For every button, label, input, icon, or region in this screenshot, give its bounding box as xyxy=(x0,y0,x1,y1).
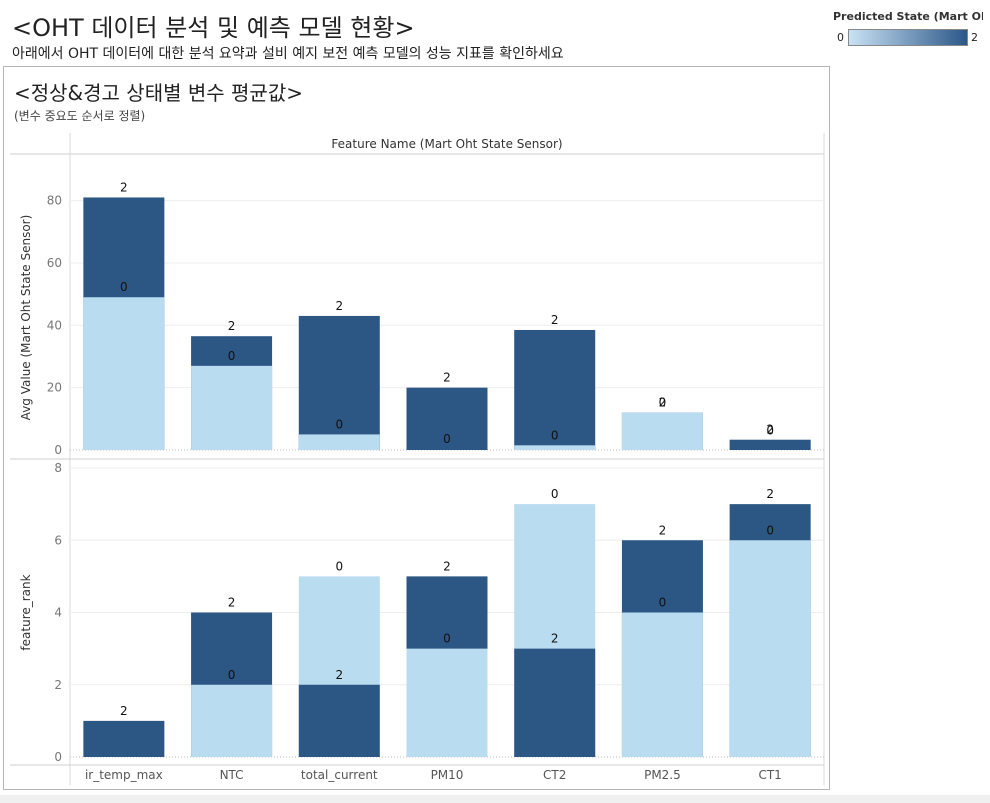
legend-title: Predicted State (Mart Oh.. xyxy=(833,10,983,23)
bar-chart: Feature Name (Mart Oht State Sensor)0204… xyxy=(10,133,825,785)
y-tick-label: 2 xyxy=(54,678,62,692)
data-label-state-0: 0 xyxy=(551,428,559,442)
data-label-state-0: 0 xyxy=(335,417,343,431)
data-label-state-2: 2 xyxy=(766,423,774,437)
page-subtitle: 아래에서 OHT 데이터에 대한 분석 요약과 설비 예지 보전 예측 모델의 … xyxy=(12,46,564,62)
data-label-state-0: 0 xyxy=(228,668,236,682)
data-label-state-0: 0 xyxy=(766,523,774,537)
data-label-state-0: 0 xyxy=(335,559,343,573)
x-tick-label: total_current xyxy=(301,768,378,782)
bar-ct2-state-2 xyxy=(514,648,596,757)
panel-title: <정상&경고 상태별 변수 평균값> xyxy=(14,81,303,105)
panel-subtitle: (변수 중요도 순서로 정렬) xyxy=(14,109,146,123)
y-tick-label: 8 xyxy=(54,461,62,475)
x-tick-label: ir_temp_max xyxy=(85,768,163,782)
y-axis-label: feature_rank xyxy=(19,574,33,650)
x-tick-label: PM2.5 xyxy=(644,768,681,782)
data-label-state-0: 0 xyxy=(443,432,451,446)
y-tick-label: 4 xyxy=(54,606,62,620)
data-label-state-2: 2 xyxy=(766,487,774,501)
y-tick-label: 60 xyxy=(47,256,62,270)
color-legend[interactable]: Predicted State (Mart Oh.. 0 2 xyxy=(833,10,983,47)
data-label-state-0: 0 xyxy=(120,280,128,294)
bar-pm2-5-state-0 xyxy=(621,412,703,450)
data-label-state-2: 2 xyxy=(443,371,451,385)
data-label-state-0: 0 xyxy=(551,487,559,501)
y-tick-label: 20 xyxy=(47,381,62,395)
data-label-state-2: 2 xyxy=(551,313,559,327)
bar-total-current-state-2 xyxy=(298,684,380,757)
y-tick-label: 0 xyxy=(54,750,62,764)
y-axis-label: Avg Value (Mart Oht State Sensor) xyxy=(19,215,33,421)
legend-gradient-bar xyxy=(848,29,968,46)
x-tick-label: NTC xyxy=(220,768,244,782)
y-tick-label: 40 xyxy=(47,318,62,332)
bar-ir-temp-max-state-0 xyxy=(83,297,165,450)
data-label-state-0: 0 xyxy=(443,632,451,646)
x-tick-label: PM10 xyxy=(431,768,464,782)
data-label-state-2: 2 xyxy=(335,668,343,682)
bar-pm10-state-0 xyxy=(406,648,488,757)
data-label-state-2: 2 xyxy=(120,704,128,718)
bar-ct2-state-0 xyxy=(514,445,596,450)
y-tick-label: 80 xyxy=(47,194,62,208)
data-label-state-2: 2 xyxy=(443,559,451,573)
data-label-state-0: 0 xyxy=(766,424,774,438)
bar-total-current-state-2 xyxy=(298,315,380,450)
bar-ntc-state-0 xyxy=(191,365,273,450)
bar-total-current-state-0 xyxy=(298,434,380,450)
legend-max-label: 2 xyxy=(971,31,978,44)
bar-ct1-state-2 xyxy=(729,439,811,450)
data-label-state-2: 2 xyxy=(228,319,236,333)
footer-strip xyxy=(0,795,990,803)
legend-min-label: 0 xyxy=(837,31,844,44)
data-label-state-0: 0 xyxy=(659,596,667,610)
page-title: <OHT 데이터 분석 및 예측 모델 현황> xyxy=(12,14,415,42)
data-label-state-0: 0 xyxy=(228,349,236,363)
data-label-state-2: 2 xyxy=(335,299,343,313)
data-label-state-2: 2 xyxy=(659,523,667,537)
bar-ct1-state-0 xyxy=(729,540,811,757)
y-tick-label: 0 xyxy=(54,443,62,457)
chart-header-title: Feature Name (Mart Oht State Sensor) xyxy=(331,137,562,151)
bar-ir-temp-max-state-2 xyxy=(83,720,165,757)
bar-pm2-5-state-0 xyxy=(621,612,703,757)
legend-gradient-row: 0 2 xyxy=(833,29,983,47)
data-label-state-0: 0 xyxy=(659,396,667,410)
y-tick-label: 6 xyxy=(54,533,62,547)
x-tick-label: CT1 xyxy=(758,768,781,782)
chart-panel: <정상&경고 상태별 변수 평균값> (변수 중요도 순서로 정렬) Featu… xyxy=(3,66,830,790)
data-label-state-2: 2 xyxy=(228,596,236,610)
x-tick-label: CT2 xyxy=(543,768,566,782)
data-label-state-2: 2 xyxy=(659,396,667,410)
bar-ntc-state-0 xyxy=(191,684,273,757)
data-label-state-2: 2 xyxy=(551,632,559,646)
data-label-state-2: 2 xyxy=(120,180,128,194)
bar-pm10-state-2 xyxy=(406,387,488,450)
bar-ct2-state-2 xyxy=(514,329,596,450)
